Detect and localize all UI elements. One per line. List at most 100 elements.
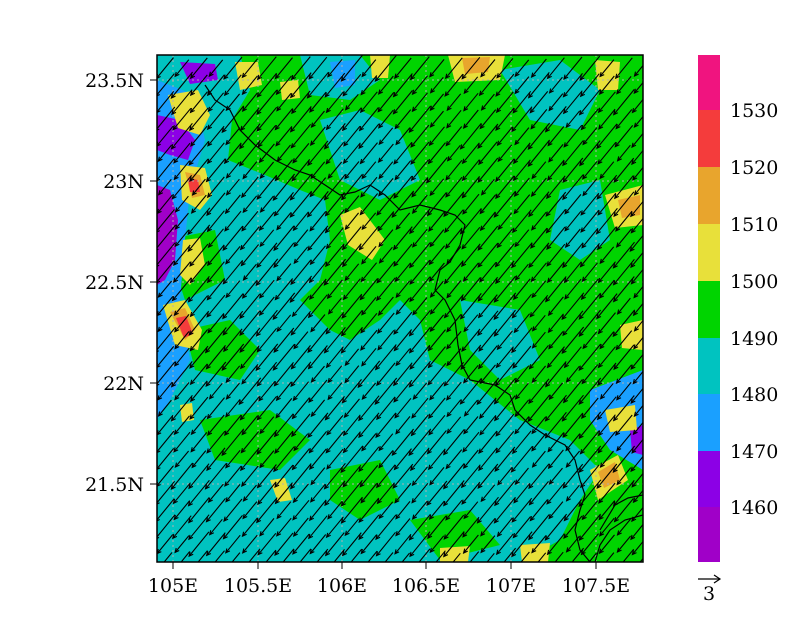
wind-arrow bbox=[596, 226, 617, 251]
wind-arrow bbox=[497, 144, 513, 163]
wind-arrow bbox=[256, 464, 277, 489]
wind-arrow bbox=[545, 276, 567, 303]
wind-arrow bbox=[582, 127, 598, 146]
wind-arrow bbox=[564, 228, 581, 248]
wind-arrow bbox=[239, 293, 261, 320]
wind-arrow bbox=[258, 380, 276, 402]
wind-arrow bbox=[428, 262, 445, 282]
wind-arrow bbox=[225, 484, 241, 503]
wind-arrow bbox=[393, 329, 413, 352]
wind-arrow bbox=[206, 447, 226, 472]
wind-arrow bbox=[377, 296, 394, 316]
wind-arrow bbox=[221, 343, 245, 371]
wind-arrow bbox=[256, 89, 278, 115]
wind-arrow bbox=[527, 72, 550, 99]
yellow-region-se2 bbox=[605, 405, 637, 432]
wind-arrow bbox=[613, 157, 635, 183]
wind-arrow bbox=[459, 293, 482, 320]
wind-arrow bbox=[276, 314, 292, 333]
wind-arrow bbox=[513, 177, 530, 197]
wind-arrow bbox=[495, 346, 514, 369]
wind-arrow bbox=[223, 328, 243, 353]
wind-arrow bbox=[324, 243, 345, 268]
wind-arrow bbox=[157, 73, 175, 97]
wind-arrow bbox=[393, 448, 412, 471]
colorbar-swatch bbox=[698, 507, 720, 562]
wind-arrow bbox=[548, 144, 564, 163]
wind-arrow bbox=[308, 431, 328, 454]
wind-arrow bbox=[274, 159, 293, 182]
wind-arrow bbox=[378, 161, 394, 180]
wind-arrow bbox=[435, 550, 446, 562]
wind-arrow bbox=[310, 314, 326, 333]
wind-arrow bbox=[410, 159, 429, 182]
wind-arrow bbox=[395, 280, 411, 299]
wind-arrow bbox=[614, 175, 634, 200]
wind-arrow bbox=[477, 123, 499, 149]
wind-arrow bbox=[528, 463, 550, 490]
wind-arrow bbox=[276, 93, 292, 112]
wind-arrow bbox=[615, 210, 633, 232]
wind-arrow bbox=[429, 467, 445, 486]
wind-arrow bbox=[274, 278, 294, 301]
wind-arrow bbox=[633, 285, 643, 299]
wind-arrow bbox=[308, 448, 327, 470]
wind-arrow bbox=[513, 278, 531, 301]
wind-arrow bbox=[613, 498, 634, 523]
colorbar-label: 1510 bbox=[730, 214, 778, 236]
wind-arrow bbox=[562, 379, 583, 404]
wind-arrow bbox=[225, 534, 241, 554]
wind-arrow bbox=[461, 328, 481, 352]
wind-arrow bbox=[187, 479, 210, 507]
wind-arrow bbox=[520, 551, 530, 562]
wind-arrow bbox=[274, 532, 294, 556]
wind-arrow bbox=[631, 132, 643, 149]
wind-arrow bbox=[273, 413, 294, 438]
wind-arrow bbox=[310, 399, 326, 418]
wind-arrow bbox=[205, 532, 226, 557]
wind-arrow bbox=[289, 106, 312, 133]
wind-arrow bbox=[429, 59, 445, 78]
wind-arrow bbox=[290, 361, 312, 388]
wind-arrow bbox=[274, 108, 294, 131]
wind-arrow bbox=[291, 413, 311, 438]
wind-arrow bbox=[578, 292, 602, 320]
wind-arrow bbox=[224, 210, 242, 232]
wind-arrow bbox=[427, 362, 447, 386]
wind-arrow bbox=[308, 515, 328, 540]
wind-arrow bbox=[529, 499, 549, 522]
wind-arrow bbox=[174, 59, 190, 78]
wind-arrow bbox=[376, 396, 396, 421]
wind-arrow bbox=[214, 550, 225, 562]
wind-arrow bbox=[446, 109, 462, 129]
wind-arrow bbox=[222, 293, 244, 320]
wind-arrow bbox=[242, 501, 258, 520]
wind-arrow bbox=[248, 548, 261, 562]
wind-arrow bbox=[562, 90, 583, 115]
colorbar-label: 1490 bbox=[730, 328, 778, 350]
lat-tick-label: 23N bbox=[103, 171, 144, 193]
wind-arrow bbox=[598, 517, 615, 537]
wind-arrow bbox=[633, 404, 643, 418]
country-border bbox=[204, 84, 591, 562]
wind-arrow bbox=[579, 55, 601, 81]
wind-arrow bbox=[461, 226, 481, 250]
wind-arrow bbox=[428, 126, 445, 147]
wind-arrow bbox=[188, 463, 210, 490]
wind-arrow bbox=[394, 160, 412, 181]
wind-arrow bbox=[256, 395, 278, 421]
wind-arrow bbox=[596, 396, 617, 421]
wind-arrow bbox=[358, 497, 380, 523]
wind-arrow bbox=[378, 127, 394, 146]
lon-tick-label: 106.5E bbox=[392, 575, 460, 597]
wind-arrow bbox=[256, 56, 277, 81]
wind-arrow bbox=[275, 126, 293, 147]
wind-arrow bbox=[309, 499, 327, 522]
wind-arrow bbox=[174, 450, 190, 468]
wind-arrow bbox=[344, 348, 360, 367]
wind-arrow bbox=[225, 365, 241, 384]
wind-arrow bbox=[478, 328, 498, 352]
wind-arrow bbox=[579, 243, 600, 268]
wind-arrow bbox=[495, 430, 515, 454]
wind-arrow bbox=[512, 159, 531, 182]
